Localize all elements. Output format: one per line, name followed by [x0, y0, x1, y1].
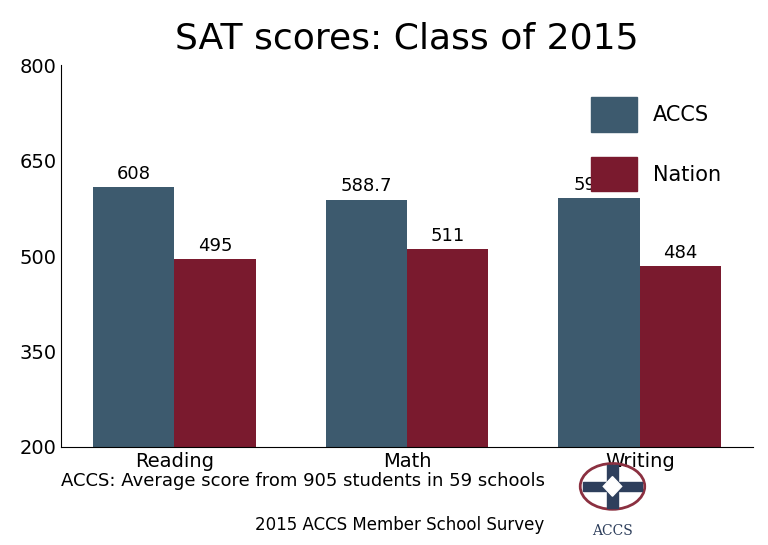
Title: SAT scores: Class of 2015: SAT scores: Class of 2015	[175, 22, 639, 56]
Legend: ACCS, Nation: ACCS, Nation	[570, 76, 742, 212]
Bar	[407, 249, 488, 447]
Text: 591.0: 591.0	[574, 176, 624, 194]
Text: ACCS: Average score from 905 students in 59 schools: ACCS: Average score from 905 students in…	[61, 473, 545, 490]
Bar	[93, 187, 174, 447]
Text: 495: 495	[198, 237, 232, 255]
Bar	[607, 465, 618, 508]
Bar	[640, 267, 721, 447]
Bar	[326, 200, 407, 447]
Text: 608: 608	[117, 165, 151, 183]
Text: 588.7: 588.7	[340, 177, 392, 195]
Bar	[174, 259, 256, 447]
Polygon shape	[604, 476, 622, 496]
Text: 484: 484	[664, 244, 697, 262]
Text: 511: 511	[431, 227, 465, 245]
Text: ACCS: ACCS	[592, 524, 633, 538]
Bar	[558, 198, 640, 447]
Text: 2015 ACCS Member School Survey: 2015 ACCS Member School Survey	[255, 516, 544, 534]
Bar	[582, 482, 642, 490]
